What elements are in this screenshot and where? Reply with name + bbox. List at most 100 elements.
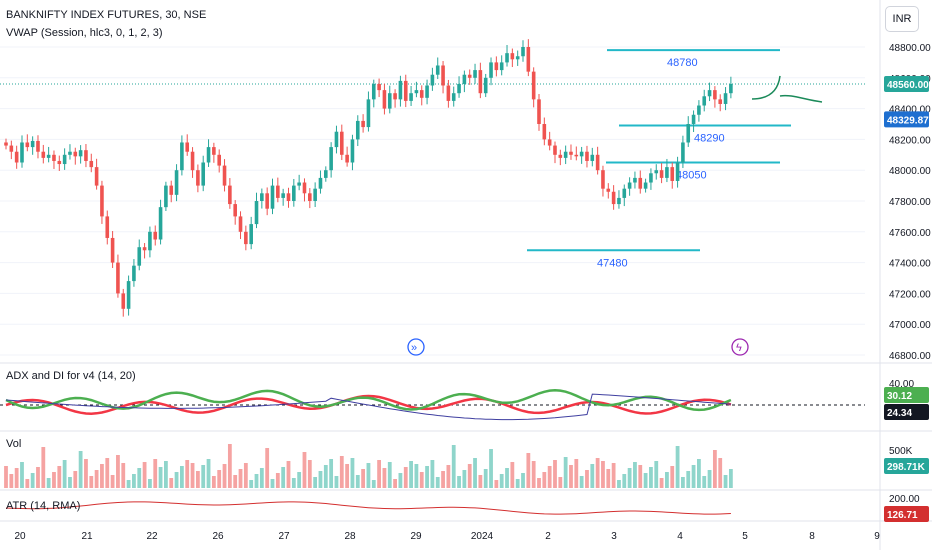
volume-bar [78,451,83,488]
time-tick: 26 [212,531,224,542]
level-lines[interactable]: 48780 48290 48050 47480 [527,49,791,269]
candle-body [526,47,531,72]
volume-bar [366,463,371,488]
time-axis[interactable]: 20 21 22 26 27 28 29 2024 2 3 4 5 8 9 [14,531,880,542]
atr-legend[interactable]: ATR (14, RMA) [6,500,81,512]
price-tick: 47200.00 [889,289,931,300]
volume-bar [249,480,254,488]
volume-bar [291,478,296,488]
candle-body [563,151,568,158]
candle-body [585,151,589,161]
vol-value-tag [884,458,929,474]
volume-bar [707,470,712,488]
candle-body [297,182,301,186]
atr-value: 126.71 [887,510,918,521]
volume-bar [179,466,184,488]
candle-body [393,93,397,100]
price-scale[interactable]: 48800.0048600.0048400.0048200.0048000.00… [884,43,931,362]
candle-body [116,262,120,294]
volume-bar [4,466,8,488]
level-label: 48290 [694,133,725,145]
volume-panel[interactable]: 500K 298.71K [4,444,929,488]
candle-body [153,231,158,240]
volume-bar [121,463,126,488]
time-tick: 5 [742,531,748,542]
candle-body [180,142,184,171]
candle-body [537,99,541,124]
candle-body [665,167,669,178]
volume-bar [633,462,637,488]
event-markers[interactable]: » ϟ [407,338,749,356]
volume-bar [52,472,56,488]
candle-body [377,83,381,91]
candle-body [387,93,392,109]
candle-body [62,154,67,165]
candle-body [313,188,317,201]
candle-body [558,154,563,158]
candle-body [4,142,8,146]
candle-body [371,83,376,100]
volume-bar [435,477,440,488]
candle-body [611,191,616,205]
volume-bar [585,470,589,488]
candle-body [681,142,685,163]
vol-tick: 500K [889,446,913,457]
candle-body [729,83,733,94]
vwap-legend[interactable]: VWAP (Session, hlc3, 0, 1, 2, 3) [6,27,163,39]
vol-legend[interactable]: Vol [6,438,22,450]
candle-body [446,85,451,101]
volume-bar [494,480,499,488]
candle-body [318,177,323,189]
volume-bar [489,449,493,488]
volume-bar [691,465,696,488]
volume-bar [174,472,179,488]
volume-bar [217,470,222,488]
candle-body [670,167,675,181]
candle-body [110,237,115,263]
atr-line [5,501,731,515]
candle-body [169,185,174,195]
volume-bar [414,464,419,488]
candle-body [553,145,557,155]
candle-body [649,173,653,183]
candle-body [622,188,627,198]
volume-bar [558,477,563,488]
volume-bar [686,471,691,488]
price-tick: 48400.00 [889,105,931,116]
vwap-price-tag [884,111,929,128]
price-tick: 48200.00 [889,135,931,146]
candle-body [398,80,403,100]
candle-body [185,142,190,152]
candle-body [201,162,206,186]
candle-body [244,231,248,245]
volume-bar [377,460,381,488]
volume-bar [270,479,275,488]
candle-body [14,151,19,163]
candle-body [350,139,355,163]
price-tick: 47000.00 [889,320,931,331]
candle-body [366,99,371,128]
atr-panel[interactable]: 200.00 126.71 [5,494,929,522]
volume-bar [409,461,413,488]
adx-legend[interactable]: ADX and DI for v4 (14, 20) [6,370,136,382]
volume-bar [590,464,595,488]
volume-bar [110,475,115,488]
volume-bar [547,466,552,488]
volume-bar [606,469,611,488]
candle-body [238,216,243,232]
adx-value: 24.34 [887,408,912,419]
volume-bar [323,465,328,488]
candle-body [643,182,648,189]
candle-body [531,71,536,100]
candle-body [638,177,643,189]
chart-title[interactable]: BANKNIFTY INDEX FUTURES, 30, NSE [6,9,207,21]
volume-bar [62,460,67,488]
currency-button[interactable]: INR [885,6,919,32]
vol-value: 298.71K [887,462,926,473]
volume-bar [622,474,627,488]
candle-body [569,151,573,155]
candle-body [329,147,333,171]
